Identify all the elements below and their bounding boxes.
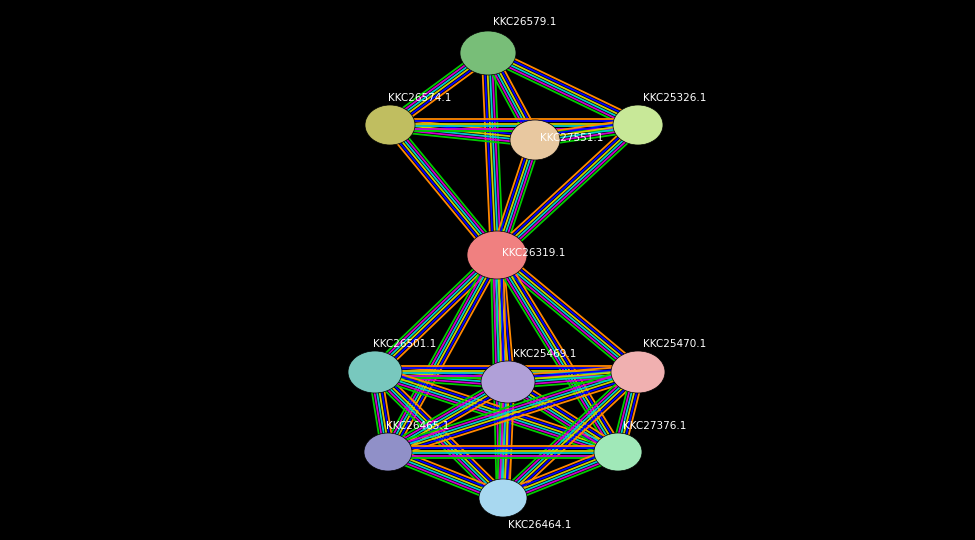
- Ellipse shape: [460, 31, 516, 75]
- Ellipse shape: [479, 479, 527, 517]
- Text: KKC26319.1: KKC26319.1: [502, 248, 566, 258]
- Ellipse shape: [611, 351, 665, 393]
- Ellipse shape: [510, 120, 560, 160]
- Text: KKC25326.1: KKC25326.1: [643, 93, 706, 103]
- Text: KKC26464.1: KKC26464.1: [508, 520, 571, 530]
- Text: KKC26501.1: KKC26501.1: [373, 339, 436, 349]
- Text: KKC25470.1: KKC25470.1: [643, 339, 706, 349]
- Ellipse shape: [481, 361, 535, 403]
- Text: KKC26465.1: KKC26465.1: [386, 421, 449, 431]
- Ellipse shape: [348, 351, 402, 393]
- Ellipse shape: [613, 105, 663, 145]
- Text: KKC26579.1: KKC26579.1: [493, 17, 557, 27]
- Ellipse shape: [594, 433, 642, 471]
- Text: KKC25469.1: KKC25469.1: [513, 349, 576, 359]
- Text: KKC27551.1: KKC27551.1: [540, 133, 604, 143]
- Text: KKC26574.1: KKC26574.1: [388, 93, 451, 103]
- Ellipse shape: [365, 105, 415, 145]
- Ellipse shape: [467, 231, 527, 279]
- Ellipse shape: [364, 433, 412, 471]
- Text: KKC27376.1: KKC27376.1: [623, 421, 686, 431]
